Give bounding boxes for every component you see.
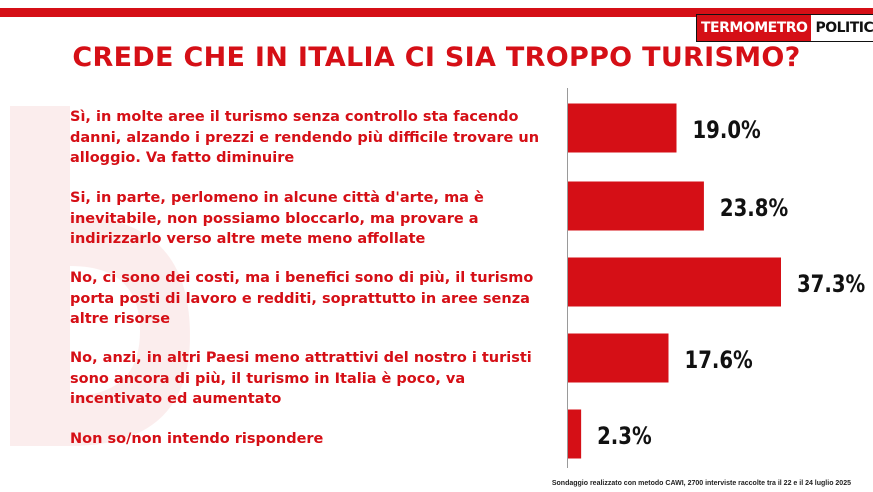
bar-value-label-5: 2.3% [597,423,652,450]
survey-footnote: Sondaggio realizzato con metodo CAWI, 27… [551,480,851,487]
bar-value-label-1: 19.0% [692,117,760,144]
chart-title: CREDE CHE IN ITALIA CI SIA TROPPO TURISM… [72,42,801,73]
brand-logo-part1: TERMOMETRO [697,15,812,41]
background-watermark [10,106,190,446]
bar-value-label-4: 17.6% [685,347,753,374]
bar-5 [568,409,582,459]
bar-3 [568,257,781,307]
answer-label-1: Sì, in molte aree il turismo senza contr… [70,109,540,166]
brand-logo-part2: POLITICO [815,20,873,36]
top-red-band [0,8,873,17]
answer-label-3: No, ci sono dei costi, ma i benefici son… [70,270,534,327]
bar-value-label-2: 23.8% [720,195,788,222]
bar-2 [568,181,704,231]
bar-4 [568,333,669,383]
chart-axis-line [567,88,568,468]
bar-value-label-3: 37.3% [797,271,865,298]
answer-label-5: Non so/non intendo rispondere [70,431,324,447]
brand-logo: TERMOMETRO POLITICO [696,14,873,42]
bar-1 [568,103,677,153]
answer-label-2: Si, in parte, perlomeno in alcune città … [70,190,484,247]
answer-label-4: No, anzi, in altri Paesi meno attrattivi… [70,350,532,407]
